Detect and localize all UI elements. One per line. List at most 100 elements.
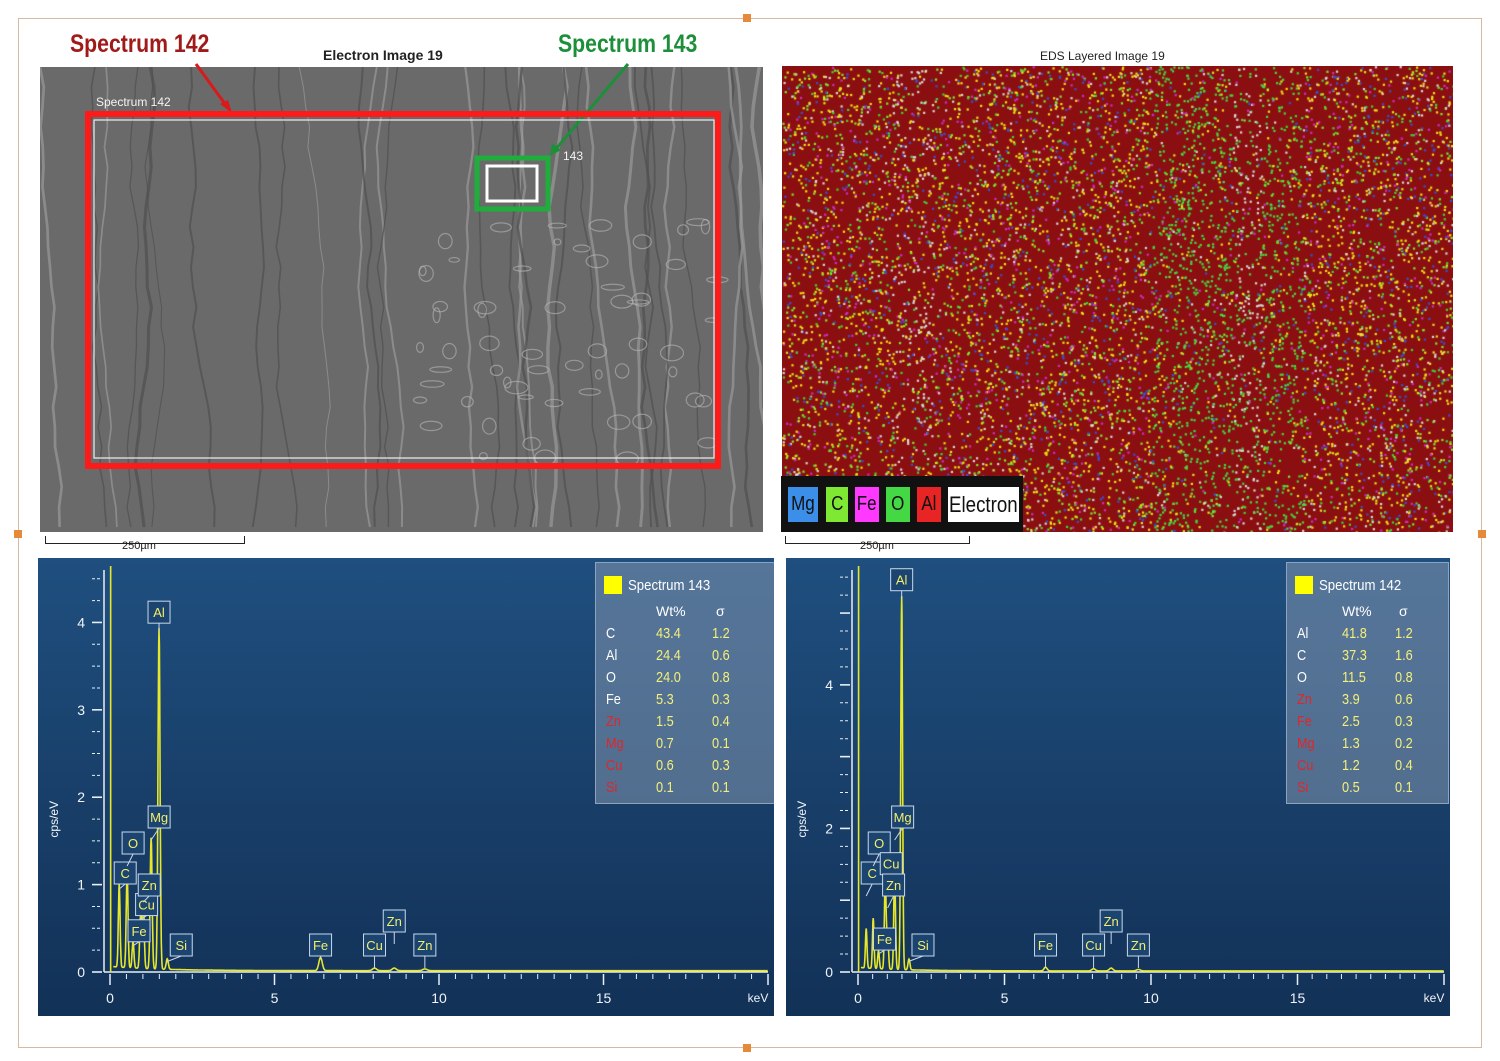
sem-particle (412, 396, 428, 404)
table-element: Fe (606, 691, 621, 708)
legend-chip-label: Mg (791, 493, 815, 515)
eds-image-title: EDS Layered Image 19 (1040, 49, 1165, 63)
table-row: Fe 2.5 0.3 (1287, 711, 1448, 733)
spectrum-142-panel: 0 5 10 15 keV 0 2 4 cps/eV C O Fe Cu Zn Mg Al Si Fe Cu Zn Zn… (786, 558, 1450, 1016)
table-wt: 24.0 (656, 669, 681, 686)
table-row: O 24.0 0.8 (596, 667, 774, 689)
peak-label-leader (872, 853, 880, 867)
frame-handle-left[interactable] (14, 530, 22, 538)
y-tick-label: 2 (825, 820, 833, 836)
table-wt: 0.7 (656, 735, 674, 752)
table-row: Mg 0.7 0.1 (596, 733, 774, 755)
sem-particle (610, 294, 634, 309)
peak-label-mg: Mg (891, 805, 915, 841)
sem-striation (357, 67, 378, 528)
sem-particle (572, 244, 591, 253)
sem-particle (478, 452, 488, 461)
table-element: Mg (606, 735, 624, 752)
peak-label-text: Zn (417, 938, 432, 953)
table-sigma: 1.2 (712, 625, 730, 642)
table-header: σ (716, 603, 725, 619)
y-tick-label: 4 (825, 677, 833, 693)
table-row: Si 0.5 0.1 (1287, 777, 1448, 799)
x-tick-label: 10 (431, 990, 447, 1006)
table-wt: 24.4 (656, 647, 681, 664)
table-wt: 1.2 (1342, 757, 1360, 774)
peak-label-leader (140, 915, 147, 920)
scale-label-left: 250µm (122, 540, 156, 552)
peak-label-text: Mg (894, 810, 912, 825)
table-wt: 3.9 (1342, 691, 1360, 708)
region-143-label: 143 (563, 149, 584, 163)
frame-handle-bottom[interactable] (743, 1044, 751, 1052)
table-element: O (1297, 669, 1307, 686)
peak-label-fe: Fe (127, 919, 151, 947)
sem-particle (606, 414, 631, 430)
sem-particle (527, 365, 550, 375)
peak-label-text: Al (153, 605, 165, 620)
sem-particle (700, 218, 711, 235)
peak-label-leader (878, 949, 885, 955)
sem-striation (680, 67, 707, 528)
peak-label-box (127, 919, 151, 943)
peak-label-leader (167, 955, 182, 962)
peak-label-al: Al (147, 600, 171, 632)
peak-label-leader (132, 941, 140, 947)
sem-striation (357, 67, 382, 528)
sem-particle (418, 265, 427, 277)
eds-dot-map (782, 66, 1453, 532)
table-element: C (1297, 647, 1307, 664)
region-142-label: Spectrum 142 (96, 95, 171, 109)
table-wt: 41.8 (1342, 625, 1367, 642)
peak-label-al: Al (890, 568, 914, 599)
sem-particle (477, 302, 487, 319)
sem-particle (553, 238, 562, 246)
peak-label-cu: Cu (1082, 933, 1106, 968)
table-element: Al (606, 647, 618, 664)
peak-label-mg: Mg (147, 805, 171, 841)
sem-striation (375, 67, 405, 528)
x-axis-label: keV (748, 991, 769, 1005)
legend-chip-fe: Fe (853, 485, 881, 524)
peak-label-o: O (121, 831, 145, 867)
x-tick-label: 0 (106, 990, 114, 1006)
frame-handle-top[interactable] (743, 14, 751, 22)
table-title: Spectrum 143 (628, 577, 711, 594)
frame-handle-right[interactable] (1478, 530, 1486, 538)
peak-label-leader (126, 853, 134, 867)
peak-label-leader (150, 827, 160, 841)
table-element: Si (606, 779, 618, 796)
electron-image-title: Electron Image 19 (323, 47, 443, 63)
peak-label-cu: Cu (879, 852, 903, 880)
peak-label-text: Si (917, 938, 929, 953)
peak-label-leader (118, 883, 126, 890)
sem-particle (704, 317, 721, 323)
sem-particle (668, 366, 678, 378)
sem-particle (489, 364, 504, 377)
table-sigma: 0.1 (712, 779, 730, 796)
peak-label-box (147, 600, 171, 624)
peak-label-box (867, 831, 891, 855)
legend-swatch (604, 576, 622, 594)
table-wt: 0.6 (656, 757, 674, 774)
table-row: Zn 3.9 0.6 (1287, 689, 1448, 711)
callout-spectrum-143: Spectrum 143 (558, 30, 698, 58)
sem-striation (376, 67, 399, 528)
sem-particle (419, 420, 443, 432)
peak-label-fe: Fe (873, 927, 897, 955)
legend-chip-label: Electron (949, 491, 1018, 517)
table-wt: 0.1 (656, 779, 674, 796)
table-row: Zn 1.5 0.4 (596, 711, 774, 733)
spectrum-143-table: Spectrum 143 Wt% σ C 43.4 1.2 Al 24.4 0.6 O 24.0 0.… (595, 562, 774, 804)
sem-striation (576, 67, 600, 528)
callout-spectrum-142: Spectrum 142 (70, 30, 210, 58)
peak-label-text: Cu (1085, 938, 1102, 953)
table-sigma: 0.3 (1395, 713, 1413, 730)
y-axis-label: cps/eV (795, 801, 809, 838)
sem-particle (460, 395, 474, 408)
sem-striation (663, 67, 676, 528)
sem-particle (706, 276, 729, 284)
sem-particle (482, 417, 497, 435)
table-row: Al 24.4 0.6 (596, 645, 774, 667)
